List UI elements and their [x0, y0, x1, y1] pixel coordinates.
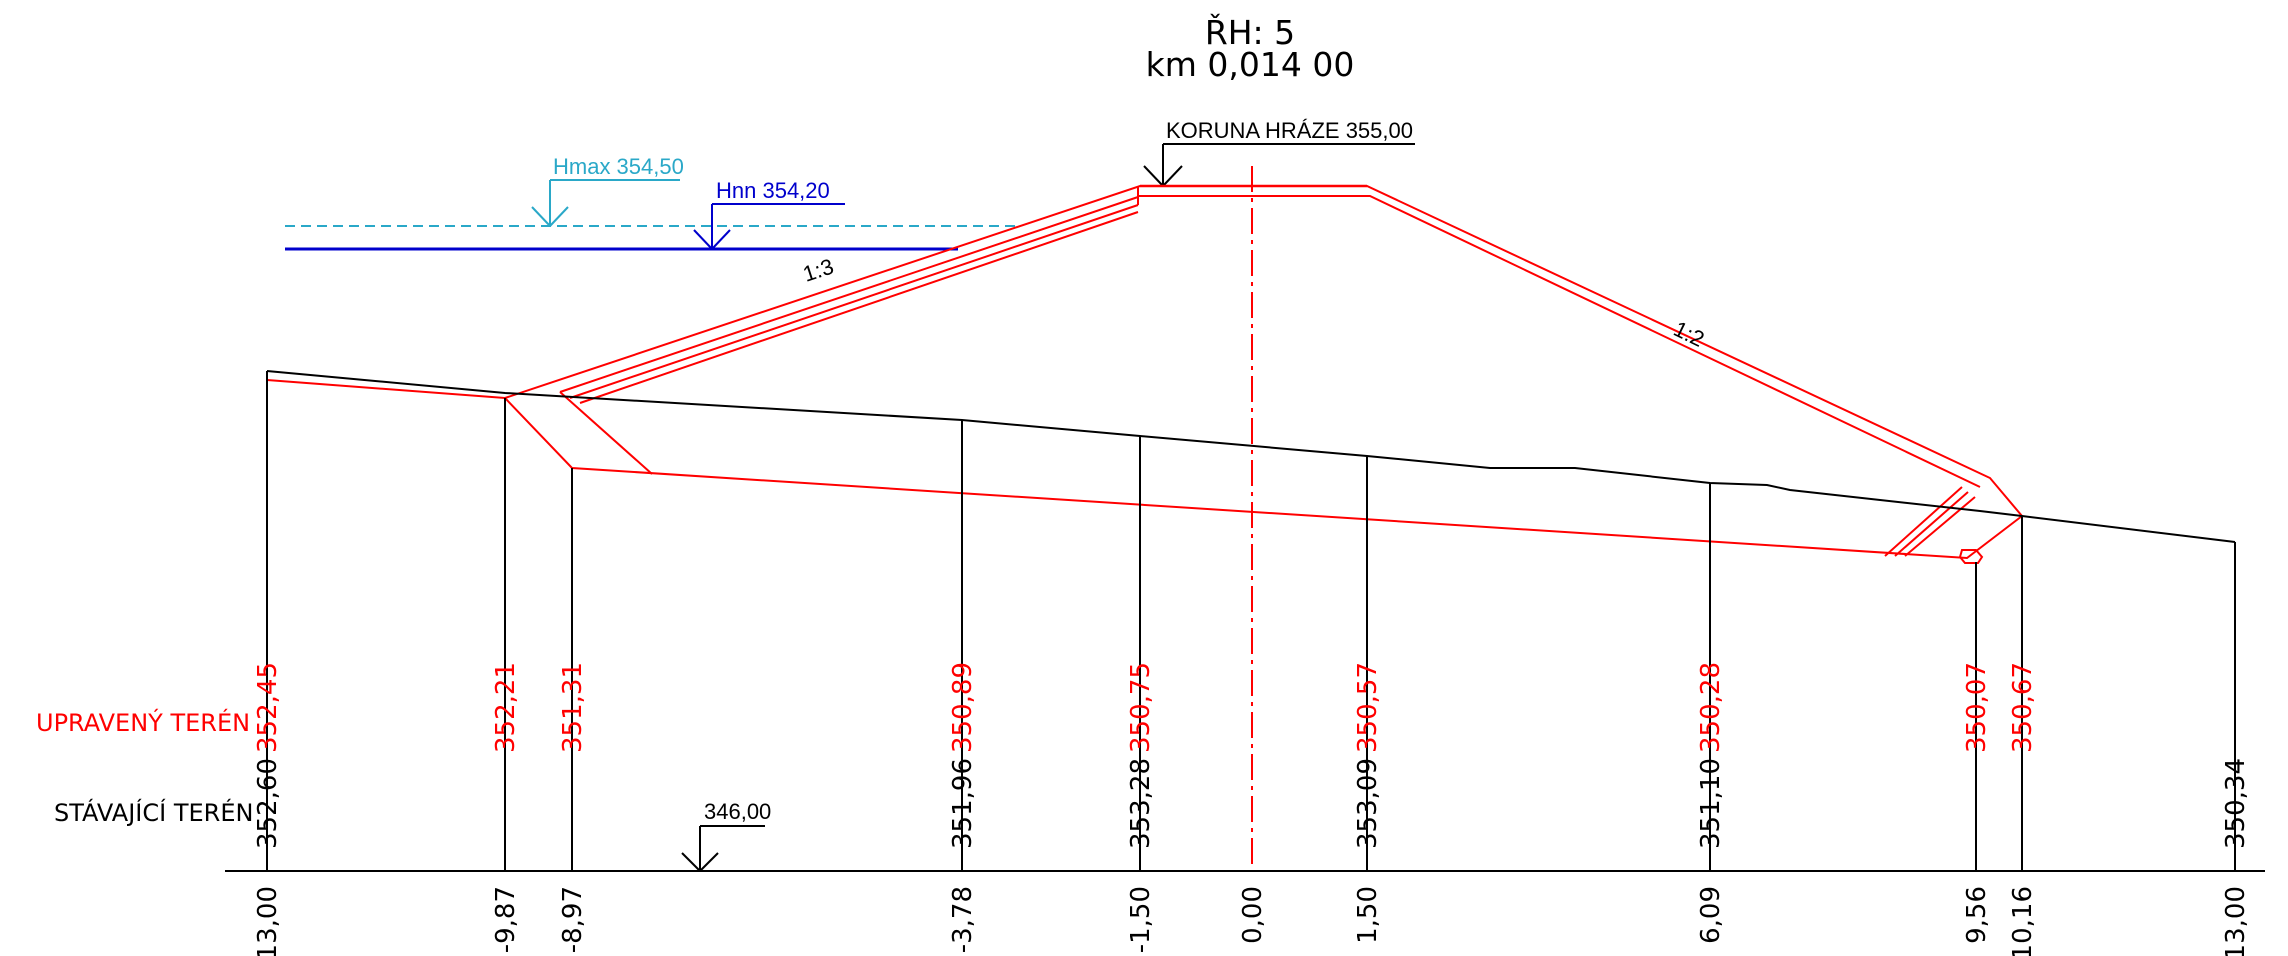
stavajici-value: 352,60	[253, 758, 283, 849]
upraveny-value: 350,67	[2008, 662, 2038, 753]
datum-label: 346,00	[704, 799, 771, 824]
station-label: -13,00	[253, 886, 283, 956]
station-label: 13,00	[2221, 886, 2251, 956]
stavajici-value: 350,34	[2221, 758, 2251, 849]
stavajici-value: 353,09	[1353, 758, 1383, 849]
header-line-1: ŘH: 5	[1205, 12, 1295, 52]
upraveny-value: 350,75	[1126, 662, 1156, 753]
station-layer: -13,00 352,45 352,60 -9,87 352,21 -8,97 351,31…	[253, 371, 2251, 956]
upraveny-value: 350,07	[1962, 662, 1992, 753]
datum-baseline: 346,00	[225, 799, 2265, 872]
stavajici-value: 351,96	[948, 758, 978, 849]
upraveny-value: 350,57	[1353, 662, 1383, 753]
station-label: -1,50	[1126, 886, 1156, 953]
station-label: 9,56	[1962, 886, 1992, 944]
station-label: 10,16	[2008, 886, 2038, 956]
station-label: -3,78	[948, 886, 978, 953]
station-label: 1,50	[1353, 886, 1383, 944]
crest-marker: KORUNA HRÁZE 355,00	[1143, 118, 1415, 187]
upraveny-value: 352,21	[491, 662, 521, 753]
hmax-label: Hmax 354,50	[553, 154, 684, 179]
upraveny-value: 352,45	[253, 662, 283, 753]
slope-right-label: 1:2	[1670, 316, 1708, 352]
row-title-stavajici: STÁVAJÍCÍ TERÉN	[54, 798, 253, 827]
station-label: -8,97	[558, 886, 588, 953]
hnn-level: Hnn 354,20	[285, 178, 958, 251]
station-label: 6,09	[1696, 886, 1726, 944]
upraveny-value: 351,31	[558, 662, 588, 753]
upraveny-value: 350,89	[948, 662, 978, 753]
row-title-upraveny: UPRAVENÝ TERÉN	[36, 708, 250, 737]
slope-left-label: 1:3	[800, 254, 837, 287]
hmax-level: Hmax 354,50	[285, 154, 1020, 227]
upraveny-value: 350,28	[1696, 662, 1726, 753]
header-line-2: km 0,014 00	[1146, 45, 1355, 84]
station-label: 0,00	[1238, 886, 1268, 944]
dam-body	[266, 184, 2023, 564]
stavajici-value: 351,10	[1696, 758, 1726, 849]
stavajici-value: 353,28	[1126, 758, 1156, 849]
hnn-label: Hnn 354,20	[716, 178, 830, 203]
station-label: -9,87	[491, 886, 521, 953]
crest-label: KORUNA HRÁZE 355,00	[1166, 118, 1413, 143]
